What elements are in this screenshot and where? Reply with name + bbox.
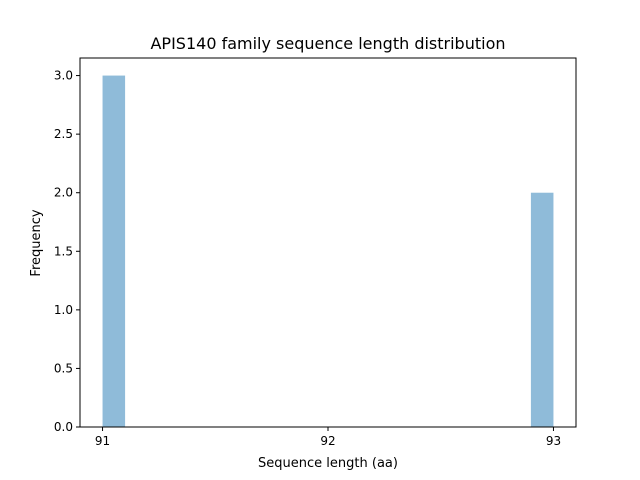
y-tick-label: 2.0 [54, 186, 73, 200]
histogram-bar [102, 75, 126, 428]
y-tick-label: 2.5 [54, 127, 73, 141]
x-tick-label: 93 [546, 434, 561, 448]
x-axis-label: Sequence length (aa) [258, 456, 398, 471]
x-tick-label: 91 [95, 434, 110, 448]
x-tick-label: 92 [320, 434, 335, 448]
y-axis-label: Frequency [29, 209, 44, 276]
y-tick-label: 1.0 [54, 303, 73, 317]
axes-frame [79, 57, 577, 428]
chart-title: APIS140 family sequence length distribut… [150, 34, 505, 53]
y-tick-label: 0.5 [54, 361, 73, 375]
y-tick-label: 1.5 [54, 244, 73, 258]
histogram-bar [530, 192, 554, 427]
y-tick-label: 0.0 [54, 420, 73, 434]
y-tick-label: 3.0 [54, 69, 73, 83]
